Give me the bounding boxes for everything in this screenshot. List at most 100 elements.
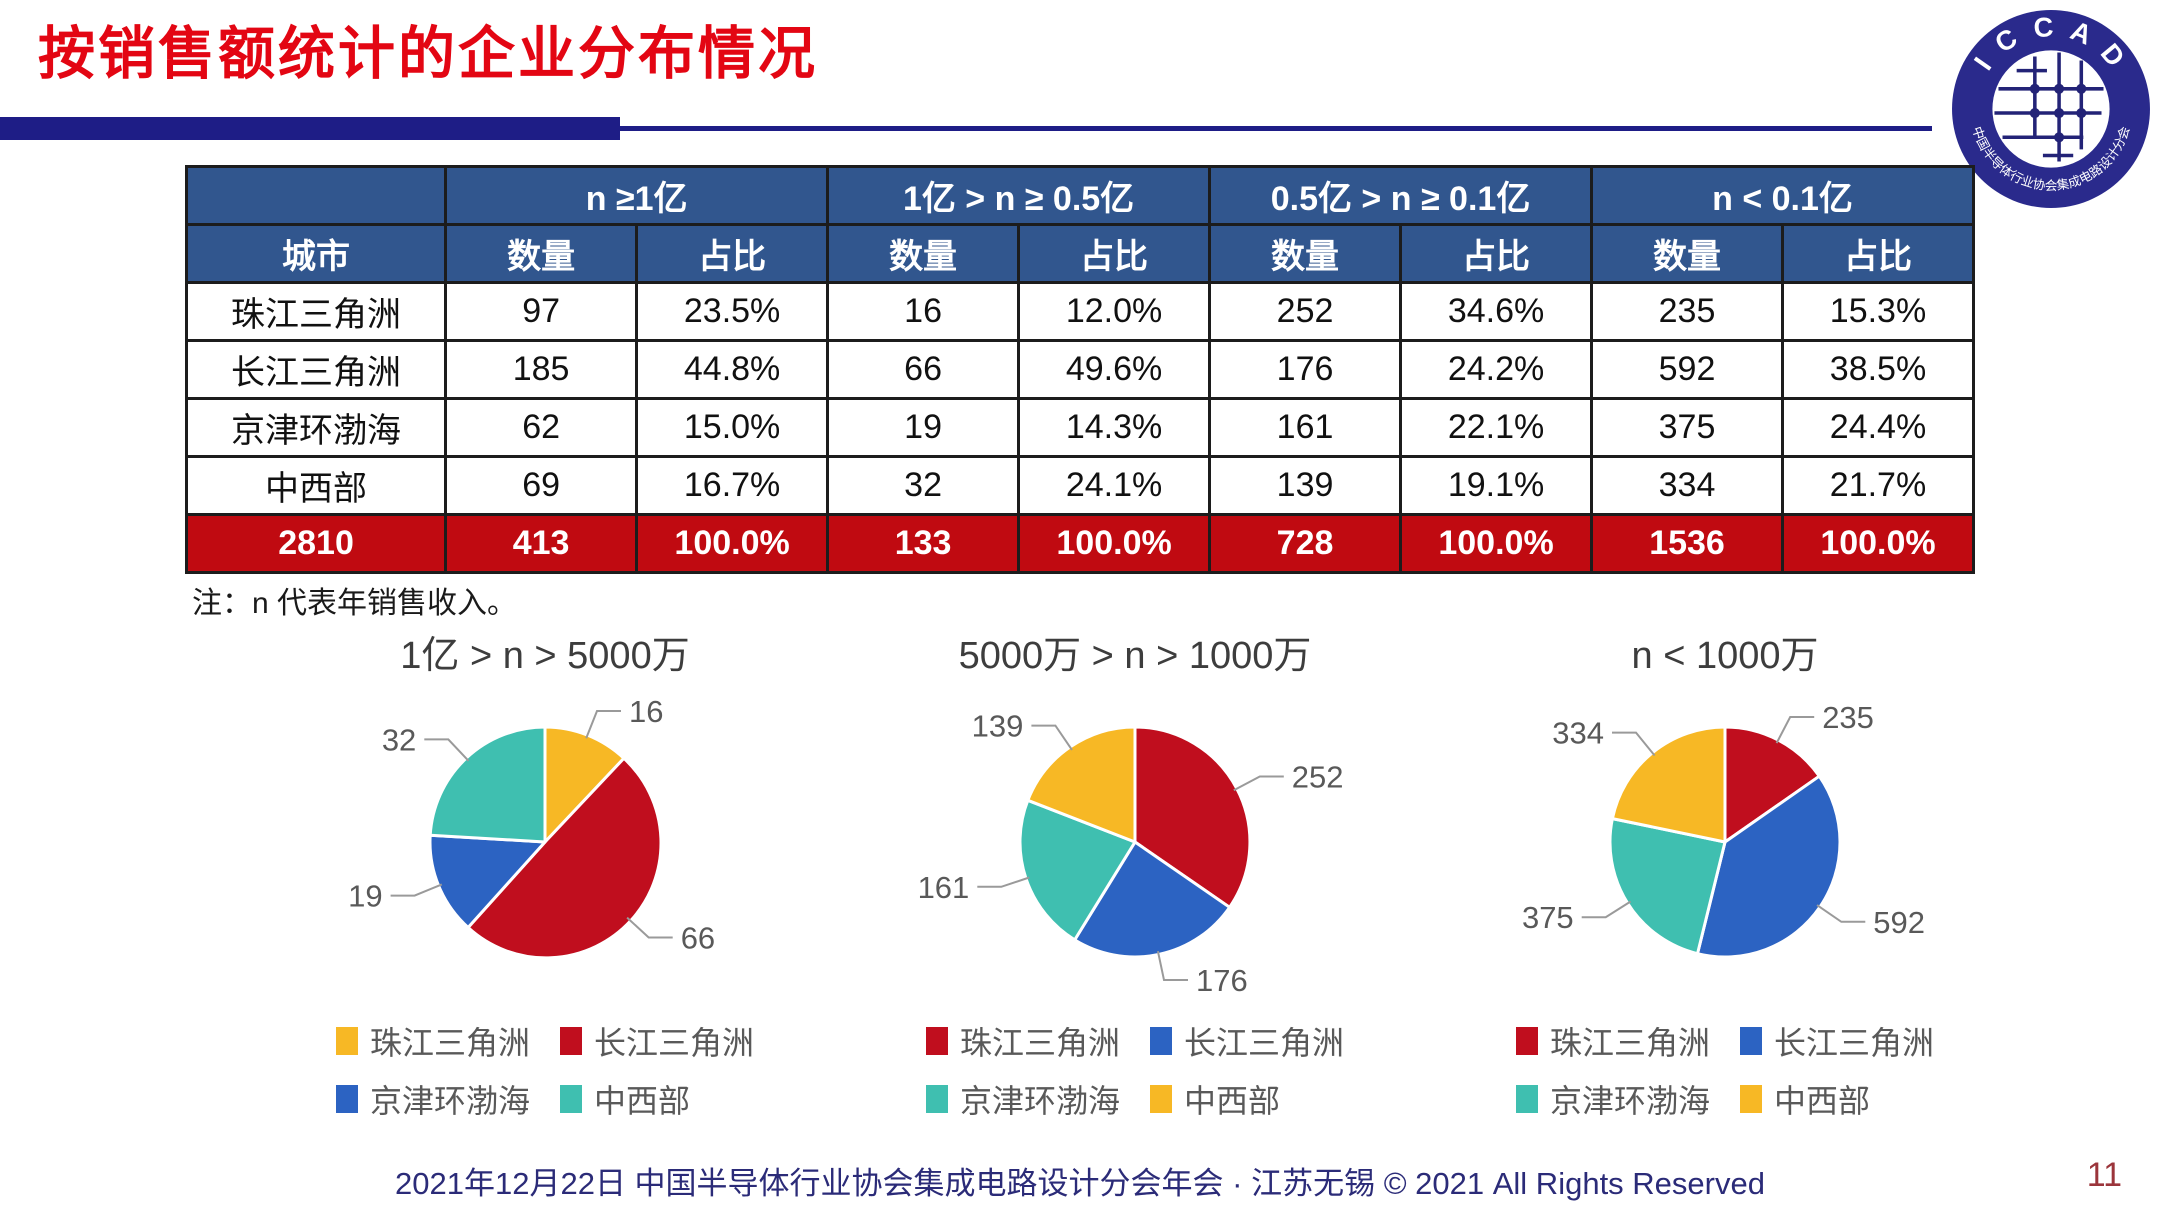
label-leader-line [626,916,673,939]
value-cell: 139 [1208,455,1403,516]
total-value-cell: 1536 [1590,513,1784,574]
label-leader-line [585,710,621,739]
legend-label: 京津环渤海 [369,1083,530,1119]
legend-item: 珠江三角洲 [335,1018,530,1064]
city-column-header: 城市 [184,223,448,284]
value-cell: 15.0% [635,397,830,458]
label-leader-line [977,876,1030,888]
sub-column-header: 数量 [1208,223,1403,284]
legend-swatch [1515,1027,1538,1055]
pie-chart-2: 252 176 161 139 [918,709,1344,998]
group-header: n ≥1亿 [444,165,830,226]
stats-table-head: n ≥1亿 1亿 > n ≥ 0.5亿 0.5亿 > n ≥ 0.1亿 n < 0.1… [184,165,1975,284]
total-value-cell: 100.0% [635,513,830,574]
value-cell: 34.6% [1399,281,1594,342]
value-cell: 24.2% [1399,339,1594,400]
label-leader-line [1233,775,1284,792]
value-cell: 375 [1590,397,1784,458]
total-row: 2810 413 100.0% 133 100.0% 728 100.0% 1536 100.0… [184,513,1975,574]
legend-item: 长江三角洲 [560,1018,754,1064]
slice-value-label: 19 [348,879,382,914]
total-value-cell: 413 [444,513,639,574]
value-cell: 24.1% [1017,455,1212,516]
chart-3-legend: 珠江三角洲 长江三角洲 京津环渤海 中西部 [1515,1018,1934,1122]
city-cell: 长江三角洲 [184,339,448,400]
label-leader-line [1775,716,1815,744]
chart-1-legend: 珠江三角洲 长江三角洲 京津环渤海 中西部 [335,1018,754,1122]
value-cell: 66 [826,339,1021,400]
total-value-cell: 100.0% [1399,513,1594,574]
group-header: n < 0.1亿 [1590,165,1975,226]
logo-circuit-dots [2029,83,2087,143]
group-header-row: n ≥1亿 1亿 > n ≥ 0.5亿 0.5亿 > n ≥ 0.1亿 n < 0.1… [184,165,1975,226]
slice-value-label: 235 [1822,700,1874,735]
city-cell: 珠江三角洲 [184,281,448,342]
total-value-cell: 100.0% [1781,513,1975,574]
group-header: 1亿 > n ≥ 0.5亿 [826,165,1212,226]
value-cell: 14.3% [1017,397,1212,458]
label-leader-line [1816,904,1866,923]
value-cell: 334 [1590,455,1784,516]
chart-2-legend: 珠江三角洲 长江三角洲京津环渤海 中西部 [925,1018,1344,1122]
legend-label: 京津环渤海 [959,1083,1120,1119]
slice-value-label: 375 [1522,900,1574,935]
value-cell: 19.1% [1399,455,1594,516]
legend-item: 京津环渤海 [1515,1076,1710,1122]
sub-column-header: 数量 [826,223,1021,284]
value-cell: 44.8% [635,339,830,400]
value-cell: 16.7% [635,455,830,516]
legend-label: 珠江三角洲 [1549,1025,1710,1061]
value-cell: 22.1% [1399,397,1594,458]
label-leader-line [390,883,443,897]
legend-swatch [335,1027,358,1055]
table-row: 长江三角洲 185 44.8% 66 49.6% 176 24.2% 592 38.5% [184,339,1975,400]
value-cell: 252 [1208,281,1403,342]
sub-column-header: 占比 [1781,223,1975,284]
legend-swatch [335,1085,358,1113]
legend-swatch [1515,1085,1538,1113]
value-cell: 97 [444,281,639,342]
legend-item: 长江三角洲 [1150,1018,1344,1064]
value-cell: 21.7% [1781,455,1975,516]
legend-item: 中西部 [1740,1076,1934,1122]
legend-item: 珠江三角洲 [1515,1018,1710,1064]
slice-value-label: 139 [972,709,1024,744]
slice-value-label: 252 [1292,760,1344,795]
slice-value-label: 161 [918,870,970,905]
value-cell: 235 [1590,281,1784,342]
table-row: 京津环渤海 62 15.0% 19 14.3% 161 22.1% 375 24.4% [184,397,1975,458]
page-number: 11 [2086,1156,2122,1194]
value-cell: 592 [1590,339,1784,400]
value-cell: 185 [444,339,639,400]
legend-label: 京津环渤海 [1549,1083,1710,1119]
chart-2-title: 5000万 > n > 1000万 [958,635,1312,677]
label-leader-line [1612,731,1656,757]
value-cell: 161 [1208,397,1403,458]
label-leader-line [424,738,470,762]
legend-label: 中西部 [1184,1083,1281,1119]
table-note: 注：n 代表年销售收入。 [192,587,518,620]
table-row: 中西部 69 16.7% 32 24.1% 139 19.1% 334 21.7% [184,455,1975,516]
legend-item: 中西部 [1150,1076,1344,1122]
legend-swatch [1150,1027,1172,1055]
value-cell: 62 [444,397,639,458]
corner-cell [184,165,448,226]
legend-label: 长江三角洲 [1184,1025,1345,1061]
city-cell: 京津环渤海 [184,397,448,458]
slice-value-label: 32 [382,722,416,757]
sub-column-header: 数量 [444,223,639,284]
legend-item: 长江三角洲 [1740,1018,1934,1064]
legend-swatch [1150,1085,1172,1113]
total-city-cell: 2810 [184,513,448,574]
chart-1-title: 1亿 > n > 5000万 [400,635,690,677]
value-cell: 15.3% [1781,281,1975,342]
group-header: 0.5亿 > n ≥ 0.1亿 [1208,165,1594,226]
value-cell: 49.6% [1017,339,1212,400]
legend-item: 珠江三角洲 [925,1018,1120,1064]
sub-header-row: 城市 数量 占比 数量 占比 数量 占比 数量 占比 [184,223,1975,284]
city-cell: 中西部 [184,455,448,516]
table-row: 珠江三角洲 97 23.5% 16 12.0% 252 34.6% 235 15.3% [184,281,1975,342]
total-value-cell: 728 [1208,513,1403,574]
legend-swatch [1740,1027,1762,1055]
label-leader-line [1156,950,1188,981]
